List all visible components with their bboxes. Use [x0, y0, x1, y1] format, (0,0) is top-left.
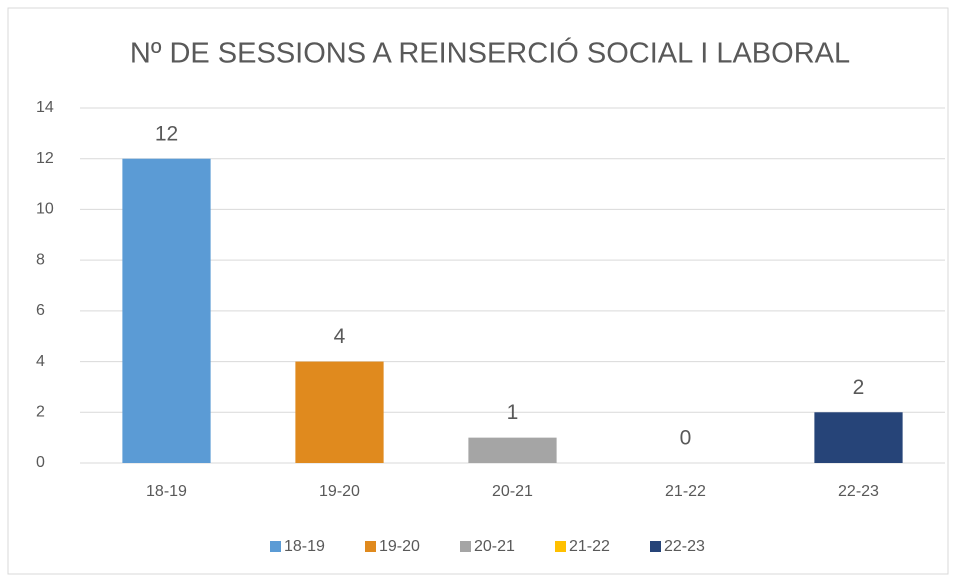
y-tick-label: 14	[36, 99, 54, 116]
y-tick-label: 6	[36, 302, 45, 319]
bar	[468, 437, 557, 463]
data-label: 1	[507, 401, 519, 424]
x-tick-label: 20-21	[492, 483, 533, 500]
y-tick-label: 0	[36, 454, 45, 471]
legend-swatch	[270, 541, 281, 552]
y-tick-label: 4	[36, 353, 45, 370]
data-label: 4	[334, 325, 346, 348]
bar	[295, 361, 384, 463]
legend-swatch	[365, 541, 376, 552]
y-tick-label: 2	[36, 404, 45, 421]
data-label: 12	[155, 122, 178, 145]
y-tick-label: 12	[36, 150, 54, 167]
data-label: 2	[853, 376, 865, 399]
x-tick-label: 22-23	[838, 483, 879, 500]
legend-swatch	[460, 541, 471, 552]
legend-label: 19-20	[379, 538, 420, 555]
x-tick-label: 19-20	[319, 483, 360, 500]
legend-swatch	[555, 541, 566, 552]
legend-label: 22-23	[664, 538, 705, 555]
x-tick-label: 21-22	[665, 483, 706, 500]
chart-title: Nº DE SESSIONS A REINSERCIÓ SOCIAL I LAB…	[130, 37, 850, 70]
legend-label: 18-19	[284, 538, 325, 555]
bar	[122, 158, 211, 463]
data-label: 0	[680, 427, 692, 450]
bar	[814, 412, 903, 463]
y-tick-label: 10	[36, 201, 54, 218]
x-tick-label: 18-19	[146, 483, 187, 500]
y-tick-label: 8	[36, 251, 45, 268]
legend-label: 20-21	[474, 538, 515, 555]
legend-label: 21-22	[569, 538, 610, 555]
legend-swatch	[650, 541, 661, 552]
